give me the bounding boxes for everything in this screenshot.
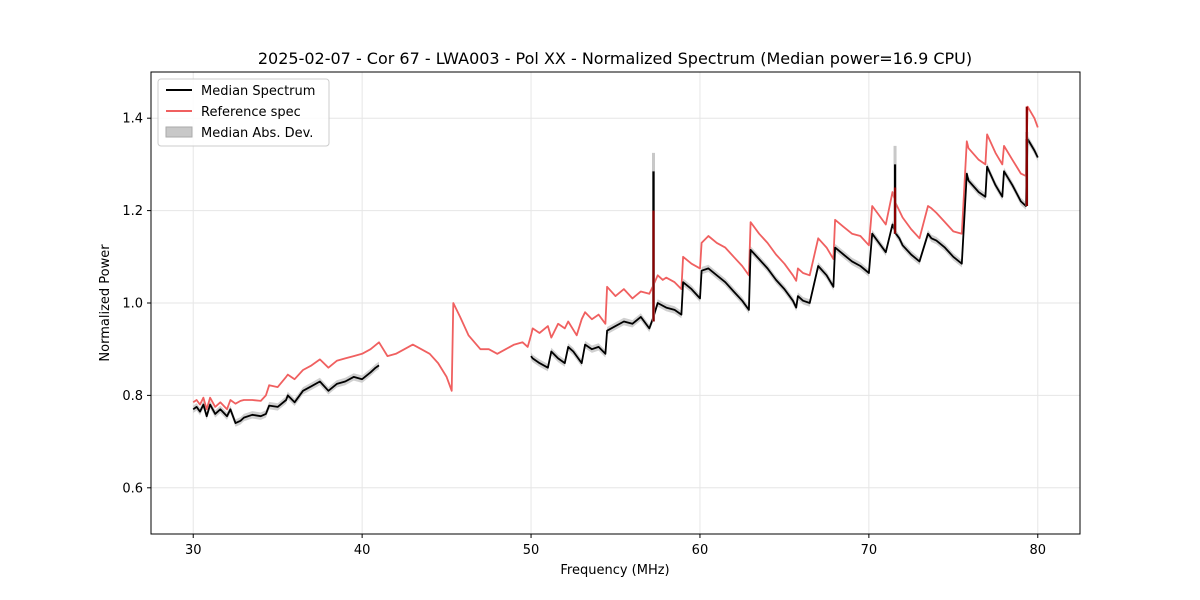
y-tick-label: 0.6: [122, 481, 143, 496]
y-tick-label: 1.2: [122, 204, 143, 219]
x-tick-label: 70: [861, 543, 878, 558]
spikes-group: [652, 106, 1029, 322]
legend-median-label: Median Spectrum: [201, 84, 315, 99]
legend: Median Spectrum Reference spec Median Ab…: [157, 78, 330, 147]
legend-mad-swatch: [165, 126, 193, 138]
y-tick-label: 1.4: [122, 112, 143, 127]
reference-spectrum-line: [192, 105, 1039, 411]
grid: [151, 72, 1080, 534]
x-tick-label: 30: [185, 543, 202, 558]
reference-series-group: [192, 105, 1039, 411]
chart-title: 2025-02-07 - Cor 67 - LWA003 - Pol XX - …: [258, 49, 972, 68]
x-tick-label: 80: [1029, 543, 1046, 558]
legend-mad-label: Median Abs. Dev.: [201, 126, 313, 141]
x-tick-label: 40: [354, 543, 371, 558]
x-axis-label: Frequency (MHz): [560, 563, 669, 578]
y-axis-ticks: 0.6 0.8 1.0 1.2 1.4: [122, 112, 151, 496]
legend-box: [157, 78, 330, 147]
legend-reference-label: Reference spec: [201, 105, 301, 120]
x-axis-ticks: 30 40 50 60 70 80: [185, 534, 1046, 558]
y-axis-label: Normalized Power: [98, 244, 113, 362]
median-spectrum-line: [530, 138, 1039, 369]
median-series-group: [192, 138, 1039, 425]
y-tick-label: 0.8: [122, 389, 143, 404]
median-spectrum-line: [192, 364, 380, 425]
y-tick-label: 1.0: [122, 297, 143, 312]
x-tick-label: 60: [692, 543, 709, 558]
x-tick-label: 50: [523, 543, 540, 558]
